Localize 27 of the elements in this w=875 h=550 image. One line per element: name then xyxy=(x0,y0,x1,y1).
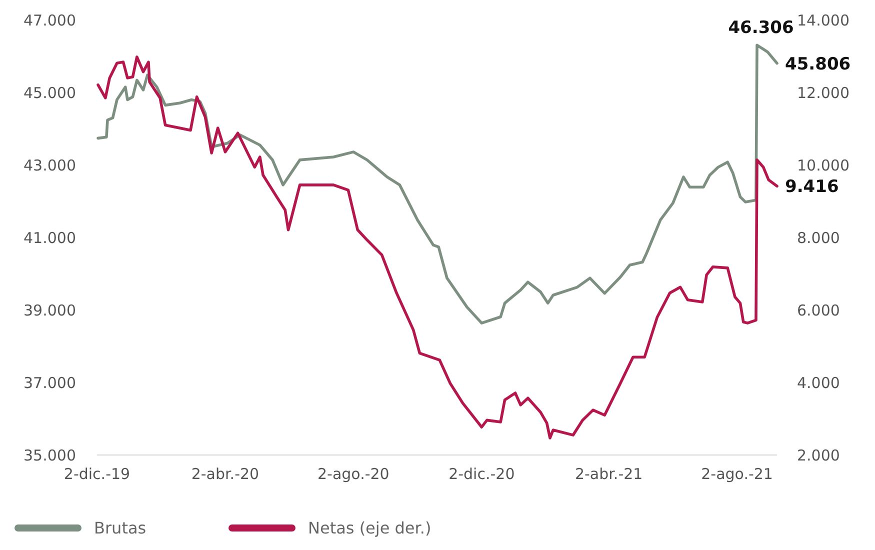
x-tick-label: 2-ago.-21 xyxy=(701,465,773,483)
y-tick-label: 37.000 xyxy=(24,374,76,392)
line-series xyxy=(96,56,778,440)
line-series xyxy=(96,44,778,324)
x-tick-label: 2-abr.-20 xyxy=(191,465,260,483)
y-tick-label: 47.000 xyxy=(24,11,76,30)
y-tick-label: 35.000 xyxy=(24,446,76,464)
y2-tick-label: 4.000 xyxy=(797,374,840,392)
x-tick-label: 2-dic.-19 xyxy=(64,465,130,483)
y2-tick-label: 14.000 xyxy=(797,11,850,30)
data-label: 45.806 xyxy=(785,54,851,74)
legend-label: Brutas xyxy=(94,518,146,538)
data-label: 46.306 xyxy=(728,18,794,38)
y-tick-label: 45.000 xyxy=(24,84,76,102)
y2-tick-label: 10.000 xyxy=(797,156,850,174)
x-tick-label: 2-abr.-21 xyxy=(574,465,643,483)
y2-tick-label: 6.000 xyxy=(797,301,840,320)
y-tick-label: 43.000 xyxy=(24,156,76,174)
y2-tick-label: 8.000 xyxy=(797,228,840,247)
y-tick-label: 41.000 xyxy=(24,228,76,247)
y2-tick-label: 2.000 xyxy=(797,446,840,464)
y2-tick-label: 12.000 xyxy=(797,84,850,102)
legend-label: Netas (eje der.) xyxy=(308,518,432,538)
x-tick-label: 2-dic.-20 xyxy=(448,465,515,483)
y-tick-label: 39.000 xyxy=(24,301,76,320)
data-label: 9.416 xyxy=(785,177,839,198)
x-tick-label: 2-ago.-20 xyxy=(318,465,390,483)
